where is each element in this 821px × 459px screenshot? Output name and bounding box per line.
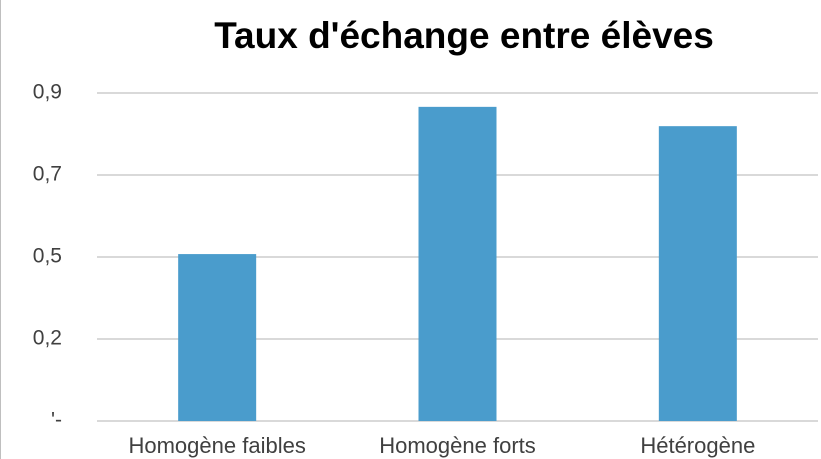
y-tick-label: 0,7 [33,163,62,186]
bar [658,126,737,422]
bar [418,106,497,422]
y-tick-label: 0,9 [33,81,62,104]
y-tick-label: '- [51,409,62,432]
chart-title: Taux d'échange entre élèves [214,15,714,56]
x-tick-label: Homogène faibles [128,433,305,458]
x-tick-label: Hétérogène [640,433,755,458]
y-tick-label: 0,5 [33,245,62,268]
x-tick-label: Homogène forts [379,433,536,458]
bar [178,254,257,421]
y-tick-label: 0,2 [33,327,62,350]
